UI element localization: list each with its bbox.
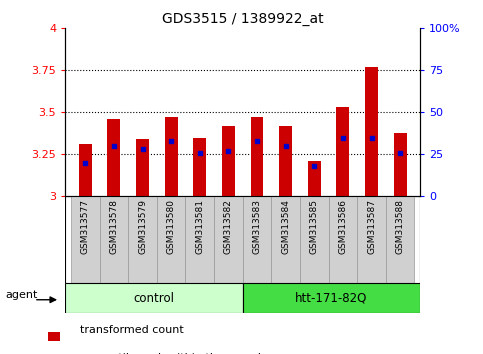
FancyBboxPatch shape <box>300 196 328 283</box>
Bar <box>165 118 178 196</box>
Title: GDS3515 / 1389922_at: GDS3515 / 1389922_at <box>162 12 324 26</box>
Text: GSM313577: GSM313577 <box>81 199 90 254</box>
Text: control: control <box>133 292 174 305</box>
Bar <box>337 107 349 196</box>
Text: GSM313588: GSM313588 <box>396 199 405 254</box>
FancyBboxPatch shape <box>386 196 414 283</box>
Bar <box>279 126 292 196</box>
FancyBboxPatch shape <box>128 196 157 283</box>
Bar <box>251 118 263 196</box>
Text: GSM313581: GSM313581 <box>195 199 204 254</box>
Bar <box>394 133 407 196</box>
Text: agent: agent <box>5 290 38 299</box>
Text: GSM313580: GSM313580 <box>167 199 176 254</box>
Bar <box>107 119 120 196</box>
Bar <box>47 332 59 341</box>
FancyBboxPatch shape <box>157 196 185 283</box>
FancyBboxPatch shape <box>71 196 99 283</box>
Text: GSM313585: GSM313585 <box>310 199 319 254</box>
Text: GSM313584: GSM313584 <box>281 199 290 254</box>
Text: GSM313579: GSM313579 <box>138 199 147 254</box>
Bar <box>243 283 420 313</box>
FancyBboxPatch shape <box>243 196 271 283</box>
Text: GSM313578: GSM313578 <box>109 199 118 254</box>
Text: GSM313583: GSM313583 <box>253 199 261 254</box>
Bar <box>222 126 235 196</box>
Bar <box>79 144 92 196</box>
FancyBboxPatch shape <box>185 196 214 283</box>
FancyBboxPatch shape <box>271 196 300 283</box>
Bar <box>193 138 206 196</box>
Text: GSM313587: GSM313587 <box>367 199 376 254</box>
FancyBboxPatch shape <box>328 196 357 283</box>
Bar <box>308 161 321 196</box>
Bar <box>65 283 243 313</box>
Text: htt-171-82Q: htt-171-82Q <box>295 292 368 305</box>
FancyBboxPatch shape <box>357 196 386 283</box>
Bar <box>365 67 378 196</box>
Text: percentile rank within the sample: percentile rank within the sample <box>80 353 268 354</box>
Bar <box>136 139 149 196</box>
Text: GSM313582: GSM313582 <box>224 199 233 254</box>
Text: transformed count: transformed count <box>80 325 184 335</box>
FancyBboxPatch shape <box>214 196 243 283</box>
Text: GSM313586: GSM313586 <box>339 199 347 254</box>
FancyBboxPatch shape <box>99 196 128 283</box>
